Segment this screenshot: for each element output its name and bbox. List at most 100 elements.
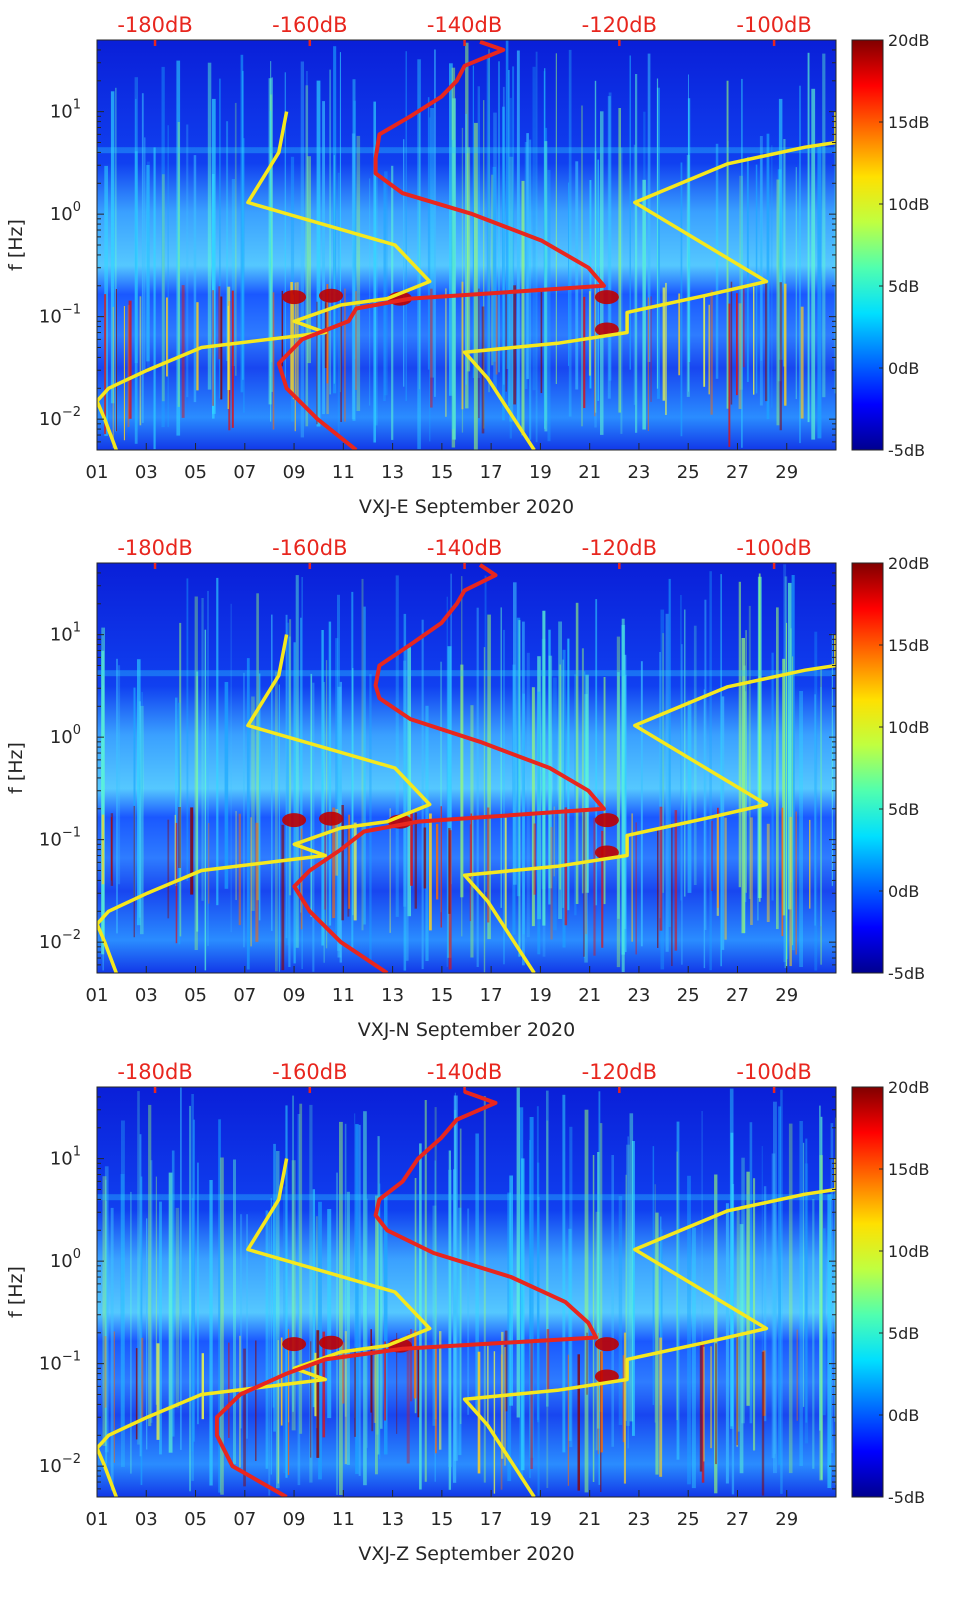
noise-model-line-2 [462,111,836,450]
spectrogram-streak [285,614,288,939]
spectrogram-panel-1: 10−2 10−1 100 101 f [Hz] 01 03 05 07 09 11 13 15 17 19… [5,13,930,518]
spectrogram-streak [635,74,638,433]
spectrogram-streak [470,705,474,958]
spectrogram-streak [171,1150,175,1437]
spectrogram-streak [403,139,405,387]
spectrogram-spike [201,1353,204,1420]
median-psd-line [276,40,606,450]
colorbar-tick-label: -5dB [888,1488,925,1507]
spectrogram-spike [175,822,178,944]
x-tick-label: 11 [332,462,355,483]
spectrogram-streak [161,174,165,402]
spectrogram-spike [662,287,665,401]
spectrogram-spike [344,288,346,422]
spectrogram-streak [508,70,510,407]
spectrogram-spike [101,814,105,885]
spectrogram-streak [562,659,564,908]
spectrogram-streak [611,1155,614,1447]
spectrogram-hotspot [282,813,307,828]
spectrogram-streak [739,1224,744,1474]
spectrogram-streak [376,1215,379,1435]
spectrogram-streak [383,181,386,401]
spectrogram-streak [140,705,144,935]
x-tick-label: 15 [430,985,453,1006]
spectrogram-spike [586,1332,588,1395]
spectrogram-spike [335,809,339,876]
spectrogram-streak [592,1155,595,1482]
spectrogram-streak [380,1222,383,1429]
spectrogram-streak [271,614,273,931]
spectrogram-streak [660,1216,662,1406]
spectrogram-spike [133,805,135,938]
spectrogram-streak [209,1180,213,1486]
spectrogram-streak [741,1157,745,1424]
spectrogram-streak [300,617,302,913]
spectrogram-streak [134,151,138,444]
spectrogram-spike [461,281,464,410]
spectrogram-spike [288,1338,290,1423]
spectrogram-streak [269,110,272,377]
spectrogram-streak [807,52,810,423]
spectrogram-streak [778,98,783,360]
spectrogram-spike [389,808,391,933]
spectrogram-streak [795,167,797,400]
spectrogram-streak [186,578,189,881]
spectrogram-streak [333,46,337,394]
spectrogram-streak [476,607,479,967]
spectrogram-streak [548,655,553,889]
spectrogram-spike [513,285,517,405]
spectrogram-spike [703,1346,705,1462]
spectrogram-streak [240,54,244,393]
spectrogram-streak [620,147,623,434]
spectrogram-spike [481,306,485,434]
spectrogram-streak [584,694,588,963]
noise-model-line-2 [462,1158,836,1497]
spectrogram-spike [753,286,755,395]
x-tick-label: 03 [135,462,158,483]
spectrogram-streak [729,1088,734,1429]
x-tick-label: 15 [430,462,453,483]
spectrogram-streak [295,575,299,948]
spectrogram-streak [812,1199,815,1469]
x-tick-label: 29 [775,462,798,483]
spectrogram-spike [341,805,344,921]
spectrogram-spike [139,296,142,426]
spectrogram-spike [593,817,596,956]
spectrogram-streak [355,1124,359,1474]
spectrogram-streak [640,661,643,947]
spectrogram-streak [647,53,651,362]
spectrogram-hotspot [319,288,343,303]
spectrogram-spike [316,1330,320,1458]
x-tick-label: 29 [775,985,798,1006]
spectrogram-hotspot [282,1337,307,1352]
spectrogram-streak [110,91,115,404]
top-tick-label: -160dB [272,13,347,37]
spectrogram-streak [536,1106,539,1420]
spectrogram-streak [459,1128,462,1424]
spectrogram-spike [141,1337,144,1422]
spectrogram-streak [167,125,169,428]
spectrogram-streak [322,101,325,415]
spectrogram-streak [730,1132,734,1427]
spectrogram-spike [281,290,283,367]
spectrogram-streak [521,1158,525,1471]
spectrogram-streak [741,638,745,934]
x-tick-label: 21 [578,985,601,1006]
spectrogram-streak [134,77,138,364]
spectrogram-streak [522,621,525,966]
spectrogram-streak [155,1176,157,1405]
x-tick-label: 27 [726,985,749,1006]
spectrogram-streak [502,106,505,421]
spectrogram-spike [647,297,649,431]
y-tick-label: 101 [50,1145,81,1170]
spectrogram-spike [583,811,585,957]
colorbar [851,1086,884,1498]
spectrogram-streak [814,631,818,971]
spectrogram-spike [504,1347,506,1466]
spectrogram-streak [363,1111,367,1486]
spectrogram-streak [207,62,212,390]
spectrogram-streak [562,1094,566,1453]
spectrogram-streak [684,609,686,897]
spectrogram-streak [218,1119,221,1493]
